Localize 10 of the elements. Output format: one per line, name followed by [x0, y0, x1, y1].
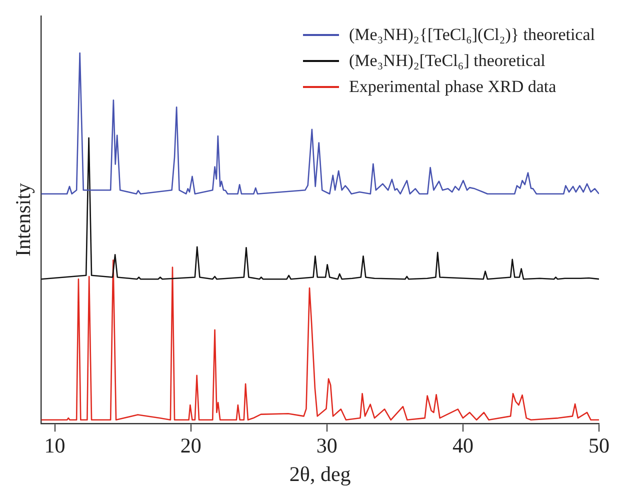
x-tick-label: 30 — [316, 434, 338, 458]
x-axis-title: 2θ, deg — [289, 462, 352, 486]
x-tick-label: 20 — [180, 434, 202, 458]
x-tick-label: 50 — [588, 434, 610, 458]
legend-label: (Me₃NH)₂[TeCl₆] theoretical — [348, 50, 546, 72]
x-tick-label: 40 — [452, 434, 474, 458]
legend-label: (Me₃NH)₂{[TeCl₆](Cl₂)} theoretical — [348, 24, 595, 46]
legend-label: Experimental phase XRD data — [348, 76, 556, 98]
x-tick-label: 10 — [44, 434, 66, 458]
y-axis-title: Intensity — [11, 182, 36, 257]
